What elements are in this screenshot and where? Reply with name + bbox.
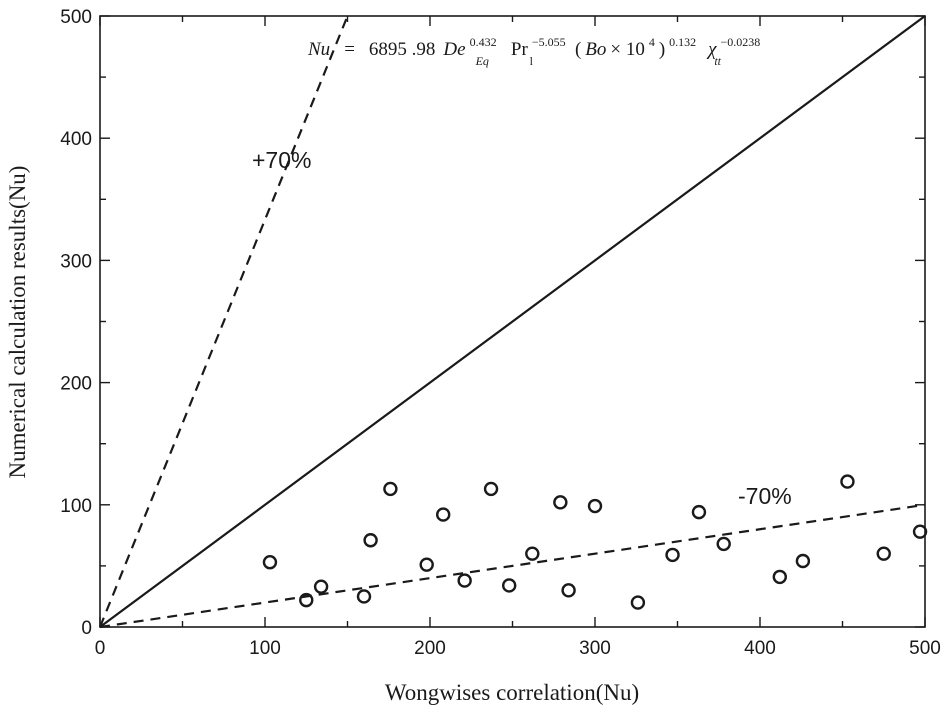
- y-tick-label: 100: [60, 496, 92, 517]
- eq-bo-pow: 4: [649, 35, 655, 49]
- y-tick-label: 300: [60, 251, 92, 272]
- data-point: [665, 547, 680, 563]
- y-axis: 0 100 200 300 400 500: [60, 7, 925, 639]
- data-point: [912, 524, 928, 539]
- x-tick-label: 200: [414, 638, 446, 659]
- data-point: [525, 546, 540, 561]
- y-tick-label: 400: [60, 129, 92, 150]
- data-point: [299, 592, 314, 608]
- data-point: [553, 495, 568, 510]
- data-point: [561, 583, 576, 598]
- equation: Nu = 6895 .98 De 0.432 Eq Pr −5.055 l ( …: [307, 33, 764, 69]
- eq-de-sub: Eq: [475, 54, 489, 68]
- y-tick-label: 500: [60, 7, 92, 28]
- x-axis: 0 100 200 300 400 500: [95, 16, 941, 659]
- y-axis-title: Numerical calculation results(Nu): [5, 166, 30, 479]
- data-point: [716, 536, 731, 552]
- eq-pr: Pr: [511, 39, 529, 60]
- eq-de-exp: 0.432: [470, 35, 497, 49]
- data-point: [876, 546, 891, 561]
- eq-bo-open: (: [575, 39, 581, 60]
- eq-chi: χ: [706, 39, 717, 60]
- data-point: [457, 573, 472, 588]
- data-point: [772, 569, 787, 585]
- reference-line-2: [98, 15, 349, 628]
- data-point: [436, 507, 451, 522]
- x-tick-label: 500: [909, 638, 941, 659]
- eq-chi-exp: −0.0238: [721, 35, 761, 49]
- x-axis-title: Wongwises correlation(Nu): [385, 680, 639, 705]
- eq-bo: Bo: [585, 39, 606, 60]
- data-point: [262, 555, 278, 570]
- y-tick-label: 0: [81, 618, 92, 639]
- eq-bo-close: ): [659, 39, 665, 60]
- data-point: [383, 481, 398, 497]
- annotation-minus70: -70%: [738, 483, 792, 509]
- eq-equals: =: [344, 39, 355, 60]
- data-point: [691, 504, 707, 520]
- x-tick-label: 300: [579, 638, 611, 659]
- data-point: [483, 481, 499, 497]
- data-point: [419, 557, 434, 572]
- eq-de: De: [442, 39, 465, 60]
- eq-chi-sub: tt: [714, 54, 721, 68]
- x-tick-label: 0: [95, 638, 106, 659]
- reference-line-3: [99, 503, 926, 629]
- data-point: [795, 553, 811, 569]
- annotation-plus70: +70%: [252, 147, 311, 173]
- eq-pr-sub: l: [530, 54, 534, 68]
- data-point: [356, 589, 372, 604]
- data-point: [587, 498, 603, 514]
- eq-lhs: Nu: [307, 39, 330, 60]
- data-point: [630, 595, 646, 610]
- eq-coef: 6895 .98: [369, 39, 436, 60]
- y-tick-label: 200: [60, 374, 92, 395]
- x-tick-label: 100: [249, 638, 281, 659]
- data-point: [363, 533, 378, 548]
- eq-bo-times: × 10: [610, 39, 644, 60]
- data-point: [840, 474, 855, 489]
- x-tick-label: 400: [744, 638, 776, 659]
- data-point: [313, 579, 329, 594]
- reference-lines: [98, 15, 926, 629]
- eq-bo-exp: 0.132: [669, 35, 696, 49]
- data-point: [502, 578, 517, 593]
- scatter-series: [262, 474, 928, 610]
- eq-pr-exp: −5.055: [532, 35, 566, 49]
- reference-line-1: [99, 15, 926, 628]
